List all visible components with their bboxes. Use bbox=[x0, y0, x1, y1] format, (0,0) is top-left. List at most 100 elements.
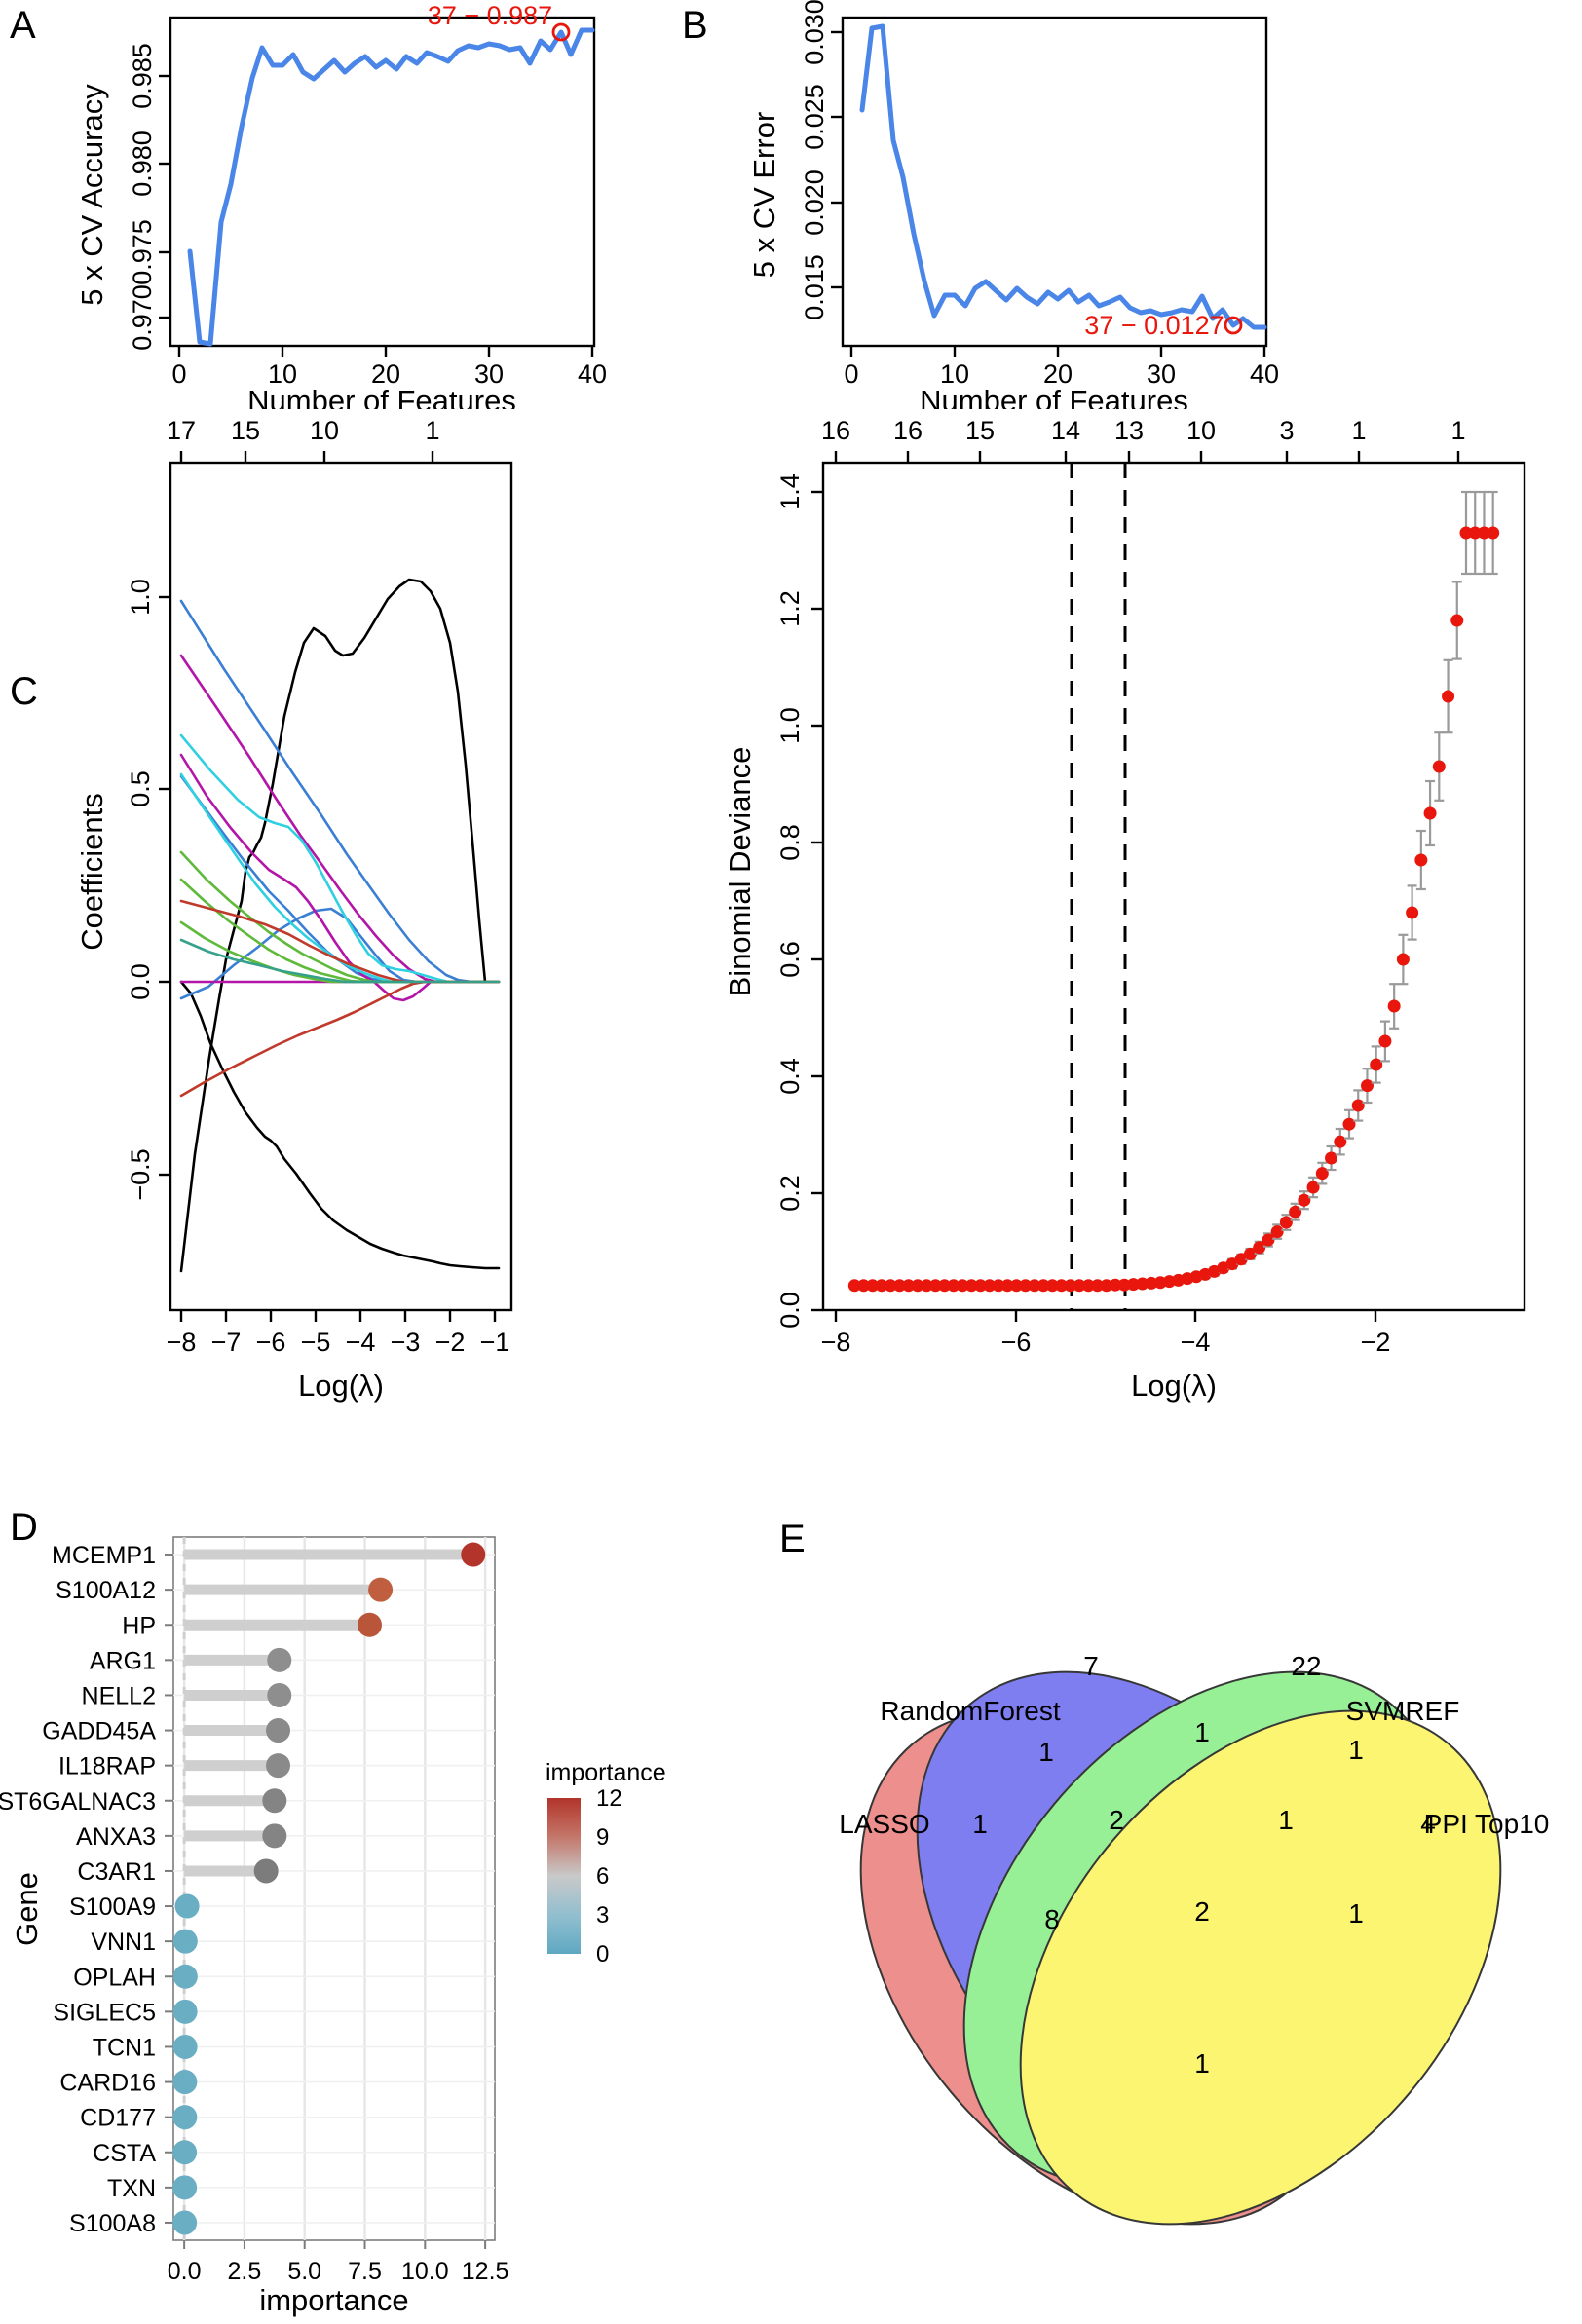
coef-path-blue-1 bbox=[179, 599, 501, 984]
panel-c-coef-ytick-05: 0.5 bbox=[126, 770, 155, 807]
panel-d-point[interactable] bbox=[253, 1858, 279, 1884]
panel-d-gene-label: S100A8 bbox=[69, 2210, 156, 2237]
panel-b-annotation: 37 − 0.0127 bbox=[1084, 311, 1224, 340]
panel-d-point[interactable] bbox=[172, 2105, 198, 2130]
coef-path-black-lower bbox=[179, 980, 501, 1270]
panel-c-dev-toptick-3: 15 bbox=[965, 416, 995, 445]
coef-path-red-1 bbox=[179, 899, 501, 984]
panel-d-gene-label: GADD45A bbox=[42, 1718, 156, 1745]
panel-d-gene-label: SIGLEC5 bbox=[53, 1999, 156, 2026]
panel-d-point[interactable] bbox=[357, 1612, 382, 1637]
panel-c-dev-xtick-m8: −8 bbox=[821, 1328, 851, 1357]
panel-d-legend-tick: 9 bbox=[596, 1824, 609, 1851]
panel-a-ytick-0975: 0.975 bbox=[128, 219, 157, 285]
panel-d-gene-label: TXN bbox=[107, 2175, 156, 2202]
panel-d-point[interactable] bbox=[172, 2070, 198, 2095]
venn-label-ppi-top10: PPI Top10 bbox=[1424, 1809, 1550, 1839]
panel-d-point[interactable] bbox=[461, 1542, 486, 1567]
panel-c-dev-ytick-02: 0.2 bbox=[775, 1175, 805, 1212]
coef-path-magenta-1 bbox=[179, 654, 501, 984]
panel-d-point[interactable] bbox=[266, 1718, 291, 1743]
panel-a-xtick-0: 0 bbox=[171, 359, 186, 389]
panel-d-point[interactable] bbox=[262, 1823, 287, 1849]
panel-c-dev-toptick-5: 13 bbox=[1114, 416, 1144, 445]
panel-c-dev-ylabel: Binomial Deviance bbox=[723, 747, 757, 997]
panel-c-dev-ytick-00: 0.0 bbox=[775, 1292, 805, 1329]
coef-path-blue-3 bbox=[179, 907, 501, 1000]
panel-d-point[interactable] bbox=[174, 1893, 200, 1919]
deviance-points-group bbox=[848, 490, 1500, 1293]
panel-d-colorbar bbox=[547, 1798, 581, 1954]
venn-count-randomforest-only: 7 bbox=[1083, 1651, 1099, 1681]
panel-d-point[interactable] bbox=[172, 2034, 198, 2059]
panel-b-ytick-0025: 0.025 bbox=[800, 84, 829, 150]
coef-path-black-upper bbox=[179, 578, 495, 1273]
venn-count-lasso-rf-ppi: 8 bbox=[1044, 1904, 1060, 1934]
panel-c-dev-toptick-4: 14 bbox=[1051, 416, 1080, 445]
venn-count-lasso-rf: 1 bbox=[1038, 1737, 1054, 1767]
panel-c-coef-xtick-m1: −1 bbox=[480, 1328, 510, 1357]
panel-e-venn: RandomForest SVMREF LASSO PPI Top10 7 22… bbox=[839, 1619, 1582, 2317]
venn-count-lasso-only: 1 bbox=[972, 1809, 988, 1839]
venn-count-rf-svm: 1 bbox=[1194, 1717, 1210, 1747]
panel-b-ytick-0020: 0.020 bbox=[800, 169, 829, 236]
panel-c-coef-ytick-10: 1.0 bbox=[126, 579, 155, 616]
panel-d-point[interactable] bbox=[172, 2140, 198, 2165]
panel-letter-b: B bbox=[682, 4, 708, 47]
panel-letter-d: D bbox=[10, 1506, 38, 1549]
panel-d-legend-ticks: 12 9 6 3 0 bbox=[581, 1785, 622, 1968]
venn-count-rf-ppi: 1 bbox=[1278, 1805, 1294, 1835]
panel-d-point[interactable] bbox=[172, 1964, 198, 1989]
panel-c-coef-toptick-15: 15 bbox=[231, 416, 260, 445]
panel-d-chart: MCEMP1 S100A12 HP ARG1 NELL2 GADD45A IL18RAP ST… bbox=[0, 1536, 666, 2317]
panel-d-gene-label: CD177 bbox=[80, 2105, 156, 2132]
panel-d-gene-label: CSTA bbox=[93, 2140, 156, 2167]
panel-a-optimum-marker bbox=[551, 22, 571, 42]
panel-c-coef-xlabel: Log(λ) bbox=[298, 1368, 384, 1403]
panel-b-line bbox=[859, 23, 1267, 330]
panel-c-coef-xtick-m6: −6 bbox=[256, 1328, 286, 1357]
panel-c-dev-ytick-12: 1.2 bbox=[775, 590, 805, 627]
panel-d-gene-label: CARD16 bbox=[59, 2070, 156, 2097]
panel-c-coef-xtick-m7: −7 bbox=[211, 1328, 242, 1357]
panel-a-ytick-0980: 0.980 bbox=[128, 131, 157, 197]
panel-d-point[interactable] bbox=[172, 1999, 198, 2024]
panel-d-gene-label: VNN1 bbox=[91, 1929, 156, 1956]
venn-count-svm-ppi: 1 bbox=[1348, 1735, 1364, 1765]
panel-d-gene-label: ST6GALNAC3 bbox=[0, 1788, 156, 1816]
panel-d-point[interactable] bbox=[262, 1788, 287, 1814]
panel-d-point[interactable] bbox=[368, 1577, 394, 1602]
panel-d-point[interactable] bbox=[172, 2210, 198, 2235]
venn-set-ppi-top10[interactable] bbox=[923, 1619, 1582, 2317]
venn-label-randomforest: RandomForest bbox=[880, 1696, 1060, 1726]
panel-c-dev-ytick-10: 1.0 bbox=[775, 707, 805, 744]
panel-c-coef-toptick-17: 17 bbox=[167, 416, 196, 445]
panel-c-dev-toptick-7: 3 bbox=[1279, 416, 1294, 445]
panel-c-deviance-chart: 16 16 15 14 13 10 3 1 1 0.0 0.2 0.4 0.6 … bbox=[723, 416, 1526, 1403]
panel-b-ytick-0015: 0.015 bbox=[800, 254, 829, 320]
panel-c-dev-ytick-04: 0.4 bbox=[775, 1058, 805, 1095]
panel-d-point[interactable] bbox=[267, 1647, 292, 1672]
panel-c-coef-xtick-m5: −5 bbox=[301, 1328, 331, 1357]
panel-c-coef-xtick-m3: −3 bbox=[391, 1328, 421, 1357]
coef-path-magenta-2 bbox=[179, 753, 501, 1002]
panel-d-gene-label: S100A12 bbox=[56, 1577, 156, 1604]
panel-d-gene-label: ANXA3 bbox=[76, 1823, 156, 1851]
coef-path-green-2 bbox=[179, 878, 501, 984]
panel-d-point[interactable] bbox=[172, 1929, 198, 1954]
panel-d-gene-label: S100A9 bbox=[69, 1893, 156, 1921]
panel-d-xlabel: importance bbox=[259, 2283, 408, 2317]
panel-c-coef-ytick-00: 0.0 bbox=[126, 963, 155, 1000]
panel-d-point[interactable] bbox=[172, 2175, 198, 2200]
panel-b-xtick-20: 20 bbox=[1043, 359, 1073, 389]
panel-a-ytick-0985: 0.985 bbox=[128, 43, 157, 109]
panel-b-xtick-40: 40 bbox=[1250, 359, 1279, 389]
panel-d-xtick: 5.0 bbox=[287, 2258, 321, 2285]
panel-d-point[interactable] bbox=[267, 1682, 292, 1707]
panel-d-xtick: 0.0 bbox=[168, 2258, 202, 2285]
panel-c-dev-ytick-06: 0.6 bbox=[775, 941, 805, 978]
panel-a-annotation: 37 − 0.987 bbox=[428, 1, 552, 30]
panel-d-gene-label: MCEMP1 bbox=[52, 1542, 156, 1569]
panel-d-point[interactable] bbox=[266, 1753, 291, 1779]
venn-count-lasso-svm-ppi: 2 bbox=[1194, 1896, 1210, 1927]
